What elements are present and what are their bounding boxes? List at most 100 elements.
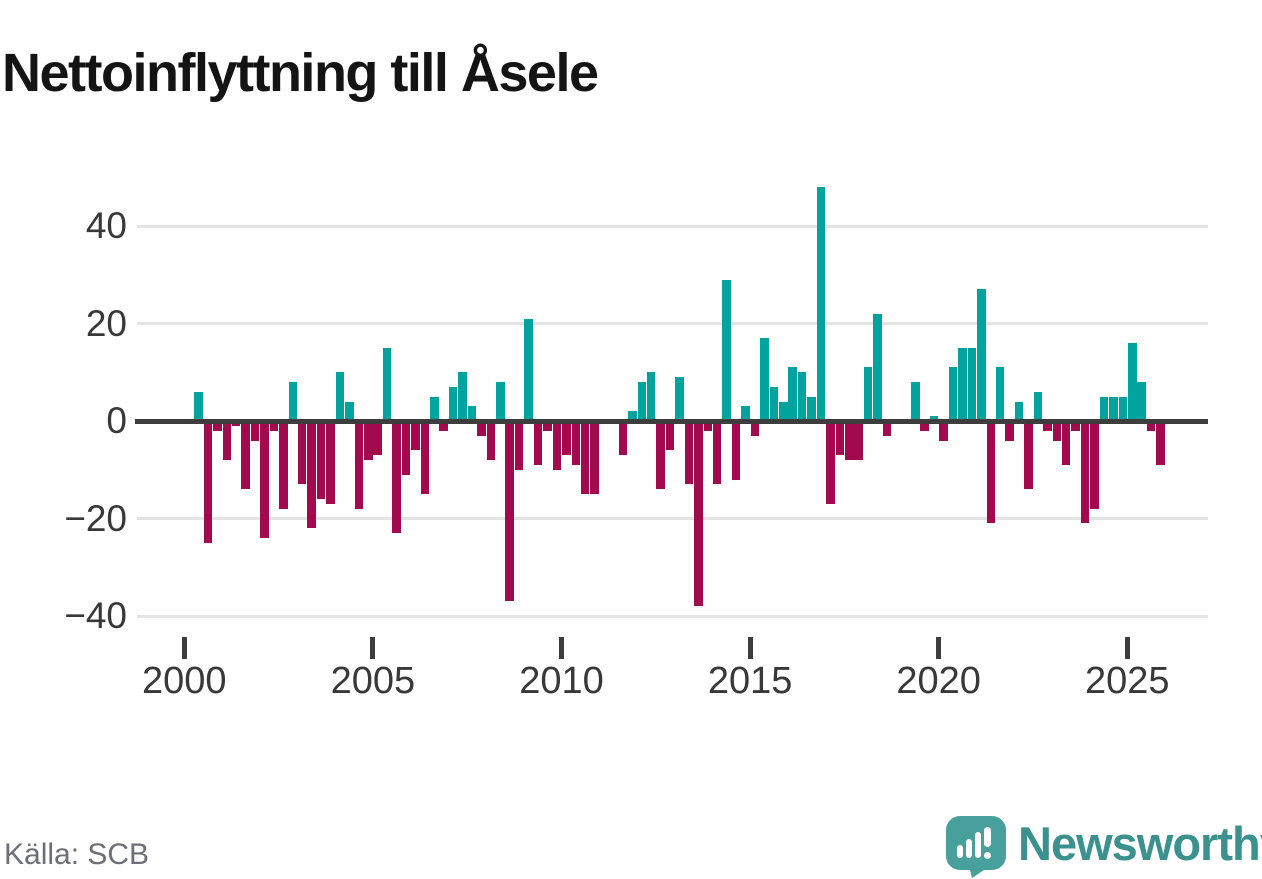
- bar-2012Q2: [646, 372, 656, 422]
- bar-2013Q3: [694, 421, 703, 607]
- bar-2006Q4: [439, 421, 448, 431]
- bar-2022Q4: [1043, 421, 1052, 431]
- x-tick-2020: [936, 637, 942, 659]
- x-axis-label-2005: 2005: [330, 660, 416, 702]
- bar-2007Q3: [467, 406, 477, 421]
- x-axis-label-2010: 2010: [519, 660, 604, 702]
- bar-2015Q3: [769, 386, 778, 421]
- y-axis-label-20: 20: [85, 302, 127, 344]
- bar-2002Q1: [260, 421, 269, 538]
- bar-2023Q3: [1071, 421, 1080, 431]
- y-gridline-40: [137, 224, 1208, 228]
- bar-2000Q3: [203, 421, 213, 543]
- bar-2013Q2: [684, 421, 694, 485]
- newsworthy-wordmark: Newsworthy: [1018, 817, 1262, 870]
- bar-2004Q1: [335, 372, 345, 422]
- bar-2016Q3: [807, 396, 816, 421]
- bar-2008Q2: [496, 382, 505, 421]
- bar-2001Q1: [222, 421, 231, 460]
- bar-2006Q1: [411, 421, 420, 451]
- bar-2025Q2: [1137, 382, 1146, 421]
- bar-2009Q3: [543, 421, 552, 431]
- x-axis-label-2020: 2020: [896, 660, 981, 702]
- bar-2007Q2: [458, 372, 467, 422]
- bar-2012Q4: [665, 421, 675, 451]
- bar-2013Q1: [675, 377, 684, 421]
- y-gridline--40: [137, 614, 1208, 618]
- x-axis-zero-line: [135, 418, 1208, 424]
- y-axis-label-0: 0: [106, 400, 127, 441]
- bar-2010Q2: [571, 421, 580, 465]
- bar-2023Q4: [1080, 421, 1090, 524]
- bar-2008Q1: [486, 421, 496, 460]
- y-axis-label-40: 40: [85, 205, 127, 246]
- bar-2021Q3: [995, 367, 1005, 421]
- bar-2002Q4: [288, 382, 297, 421]
- bar-2003Q3: [316, 421, 326, 499]
- bar-2015Q4: [779, 401, 788, 421]
- bar-2014Q3: [731, 421, 741, 480]
- bar-2017Q2: [835, 421, 845, 456]
- source-attribution: Källa: SCB: [4, 838, 150, 871]
- bar-2018Q1: [863, 367, 873, 421]
- bar-2022Q2: [1024, 421, 1033, 490]
- bar-2009Q2: [533, 421, 543, 465]
- bar-2022Q3: [1033, 391, 1043, 422]
- x-axis-label-2015: 2015: [707, 660, 793, 702]
- bar-2017Q1: [826, 421, 835, 504]
- chart-title: Nettoinflyttning till Åsele: [2, 43, 599, 104]
- bar-2025Q3: [1146, 421, 1156, 431]
- bar-2003Q2: [307, 421, 316, 529]
- bar-2007Q1: [448, 386, 458, 421]
- x-tick-2015: [747, 637, 753, 659]
- newsworthy-bubble-chart-icon: [946, 816, 1006, 878]
- bar-2011Q4: [628, 411, 637, 422]
- bar-2000Q2: [194, 391, 203, 422]
- bar-2008Q3: [505, 421, 514, 602]
- bar-2019Q3: [920, 421, 929, 431]
- bar-2011Q3: [618, 421, 628, 456]
- y-gridline-20: [137, 322, 1208, 325]
- x-axis-label-2000: 2000: [142, 660, 227, 702]
- y-gridline--20: [137, 517, 1208, 520]
- bar-2005Q1: [373, 421, 382, 456]
- bar-2015Q1: [750, 421, 760, 436]
- bar-2015Q2: [760, 338, 769, 421]
- bar-2002Q3: [279, 421, 288, 509]
- bar-2021Q2: [986, 421, 995, 524]
- bar-2009Q4: [552, 421, 562, 470]
- bar-2005Q3: [392, 421, 401, 534]
- x-tick-2025: [1124, 637, 1130, 659]
- bar-2017Q3: [845, 421, 854, 460]
- bar-2004Q2: [345, 401, 354, 421]
- y-axis-label--20: −20: [64, 497, 127, 539]
- bar-2009Q1: [524, 318, 533, 421]
- bar-2005Q4: [401, 421, 411, 475]
- bar-2002Q2: [269, 421, 279, 431]
- bar-2001Q3: [241, 421, 250, 490]
- x-tick-2005: [370, 637, 376, 659]
- bar-2007Q4: [477, 421, 486, 436]
- bar-2001Q4: [250, 421, 260, 441]
- x-tick-2010: [559, 637, 564, 659]
- bar-2016Q2: [797, 372, 807, 422]
- bar-2003Q1: [297, 421, 307, 485]
- bar-2020Q4: [967, 347, 977, 421]
- bar-2017Q4: [854, 421, 863, 460]
- bar-2014Q2: [722, 279, 731, 421]
- bar-2013Q4: [703, 421, 712, 431]
- bar-2024Q4: [1118, 396, 1127, 421]
- bar-2018Q2: [873, 313, 882, 422]
- bar-2014Q1: [712, 421, 722, 485]
- bar-2014Q4: [741, 406, 750, 421]
- bar-2012Q1: [637, 382, 646, 421]
- bar-2019Q2: [911, 382, 920, 421]
- bar-2003Q4: [326, 421, 335, 504]
- bar-2018Q3: [882, 421, 892, 436]
- bar-2004Q4: [364, 421, 373, 460]
- x-tick-2000: [181, 637, 187, 659]
- bar-2025Q1: [1128, 343, 1137, 421]
- y-axis-label--40: −40: [64, 595, 127, 636]
